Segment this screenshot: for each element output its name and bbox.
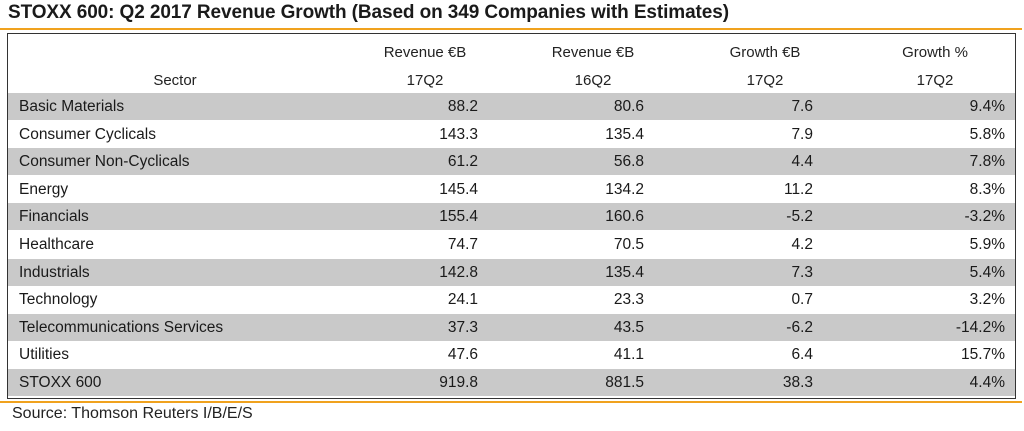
growth-eur-cell: 6.4	[791, 346, 813, 364]
table-row: Consumer Cyclicals 143.3 135.4 7.9 5.8%	[8, 121, 1015, 148]
revenue-17q2-cell: 919.8	[439, 374, 478, 391]
table-row: Industrials 142.8 135.4 7.3 5.4%	[8, 258, 1015, 286]
growth-pct-cell: 9.4%	[969, 98, 1005, 115]
growth-eur-cell: 4.2	[791, 236, 813, 253]
growth-pct-cell: -3.2%	[964, 208, 1006, 226]
table-row: Utilities 47.6 41.1 6.4 15.7%	[8, 341, 1015, 368]
growth-pct-cell: 5.8%	[969, 125, 1005, 143]
growth-pct-cell: 5.4%	[969, 263, 1005, 281]
growth-eur-cell: -5.2	[786, 208, 813, 226]
header-growth-eur-line2: 17Q2	[746, 72, 784, 89]
header-rev16-line1: Revenue €B	[551, 44, 635, 61]
revenue-17q2-cell: 155.4	[439, 208, 478, 226]
sector-cell: Consumer Cyclicals	[19, 125, 156, 143]
sector-cell: Energy	[19, 180, 69, 198]
growth-eur-cell: -6.2	[786, 318, 813, 336]
source-note: Source: Thomson Reuters I/B/E/S	[12, 405, 253, 422]
sector-cell: Utilities	[19, 346, 69, 364]
growth-pct-cell: 5.9%	[969, 236, 1005, 253]
growth-eur-cell: 4.4	[791, 153, 813, 171]
revenue-17q2-cell: 24.1	[447, 291, 478, 309]
table-row: Basic Materials 88.2 80.6 7.6 9.4%	[8, 93, 1015, 120]
header-rev16-line2: 16Q2	[574, 72, 612, 89]
revenue-17q2-cell: 37.3	[447, 318, 478, 336]
sector-cell: Telecommunications Services	[19, 318, 224, 336]
table-row: Financials 155.4 160.6 -5.2 -3.2%	[8, 203, 1015, 231]
revenue-17q2-cell: 145.4	[439, 180, 478, 198]
header-growth-pct-line2: 17Q2	[916, 72, 954, 89]
revenue-16q2-cell: 135.4	[605, 263, 644, 281]
revenue-17q2-cell: 143.3	[439, 125, 478, 143]
revenue-17q2-cell: 88.2	[447, 98, 478, 115]
growth-eur-cell: 7.6	[791, 98, 813, 115]
header-growth-eur-line1: Growth €B	[729, 44, 801, 61]
revenue-16q2-cell: 80.6	[613, 98, 644, 115]
header-rev17-line1: Revenue €B	[383, 44, 467, 61]
growth-pct-cell: 8.3%	[969, 180, 1005, 198]
table-row: Healthcare 74.7 70.5 4.2 5.9%	[8, 231, 1015, 258]
sector-cell: Basic Materials	[19, 98, 125, 115]
revenue-16q2-cell: 56.8	[613, 153, 644, 171]
sector-cell: Industrials	[19, 263, 90, 281]
table-row: Technology 24.1 23.3 0.7 3.2%	[8, 286, 1015, 313]
revenue-16q2-cell: 135.4	[605, 125, 644, 143]
chart-title: STOXX 600: Q2 2017 Revenue Growth (Based…	[8, 2, 729, 23]
sector-cell: Financials	[19, 208, 89, 226]
growth-eur-cell: 7.9	[791, 125, 813, 143]
growth-eur-cell: 11.2	[783, 180, 813, 198]
header-rev17-line2: 17Q2	[406, 72, 444, 89]
sector-cell: Consumer Non-Cyclicals	[19, 153, 190, 171]
revenue-16q2-cell: 881.5	[605, 374, 644, 391]
header-growth-pct-line1: Growth %	[902, 44, 968, 61]
growth-eur-cell: 0.7	[791, 291, 813, 309]
growth-pct-cell: 3.2%	[969, 291, 1005, 309]
table-row: Energy 145.4 134.2 11.2 8.3%	[8, 176, 1015, 203]
sector-cell: STOXX 600	[19, 374, 102, 391]
top-accent-rule	[0, 28, 1022, 30]
growth-pct-cell: 4.4%	[969, 374, 1005, 391]
table-row: Consumer Non-Cyclicals 61.2 56.8 4.4 7.8%	[8, 148, 1015, 176]
revenue-17q2-cell: 142.8	[439, 263, 478, 281]
revenue-16q2-cell: 23.3	[613, 291, 644, 309]
revenue-17q2-cell: 74.7	[447, 236, 478, 253]
growth-pct-cell: 15.7%	[961, 346, 1005, 364]
sector-cell: Healthcare	[19, 236, 94, 253]
growth-pct-cell: -14.2%	[955, 318, 1005, 336]
header-sector: Sector	[153, 72, 197, 89]
revenue-17q2-cell: 47.6	[447, 346, 478, 364]
revenue-16q2-cell: 43.5	[613, 318, 644, 336]
revenue-16q2-cell: 134.2	[605, 180, 644, 198]
bottom-accent-rule	[0, 401, 1022, 403]
table-row: Telecommunications Services 37.3 43.5 -6.2 -…	[8, 313, 1015, 341]
table-frame	[7, 33, 1016, 399]
sector-cell: Technology	[19, 291, 98, 309]
growth-eur-cell: 38.3	[782, 374, 813, 391]
table-total-row: STOXX 600 919.8 881.5 38.3 4.4%	[8, 369, 1015, 396]
growth-eur-cell: 7.3	[791, 263, 813, 281]
revenue-16q2-cell: 70.5	[613, 236, 644, 253]
revenue-16q2-cell: 160.6	[605, 208, 644, 226]
revenue-16q2-cell: 41.1	[613, 346, 644, 364]
revenue-17q2-cell: 61.2	[447, 153, 478, 171]
growth-pct-cell: 7.8%	[969, 153, 1005, 171]
